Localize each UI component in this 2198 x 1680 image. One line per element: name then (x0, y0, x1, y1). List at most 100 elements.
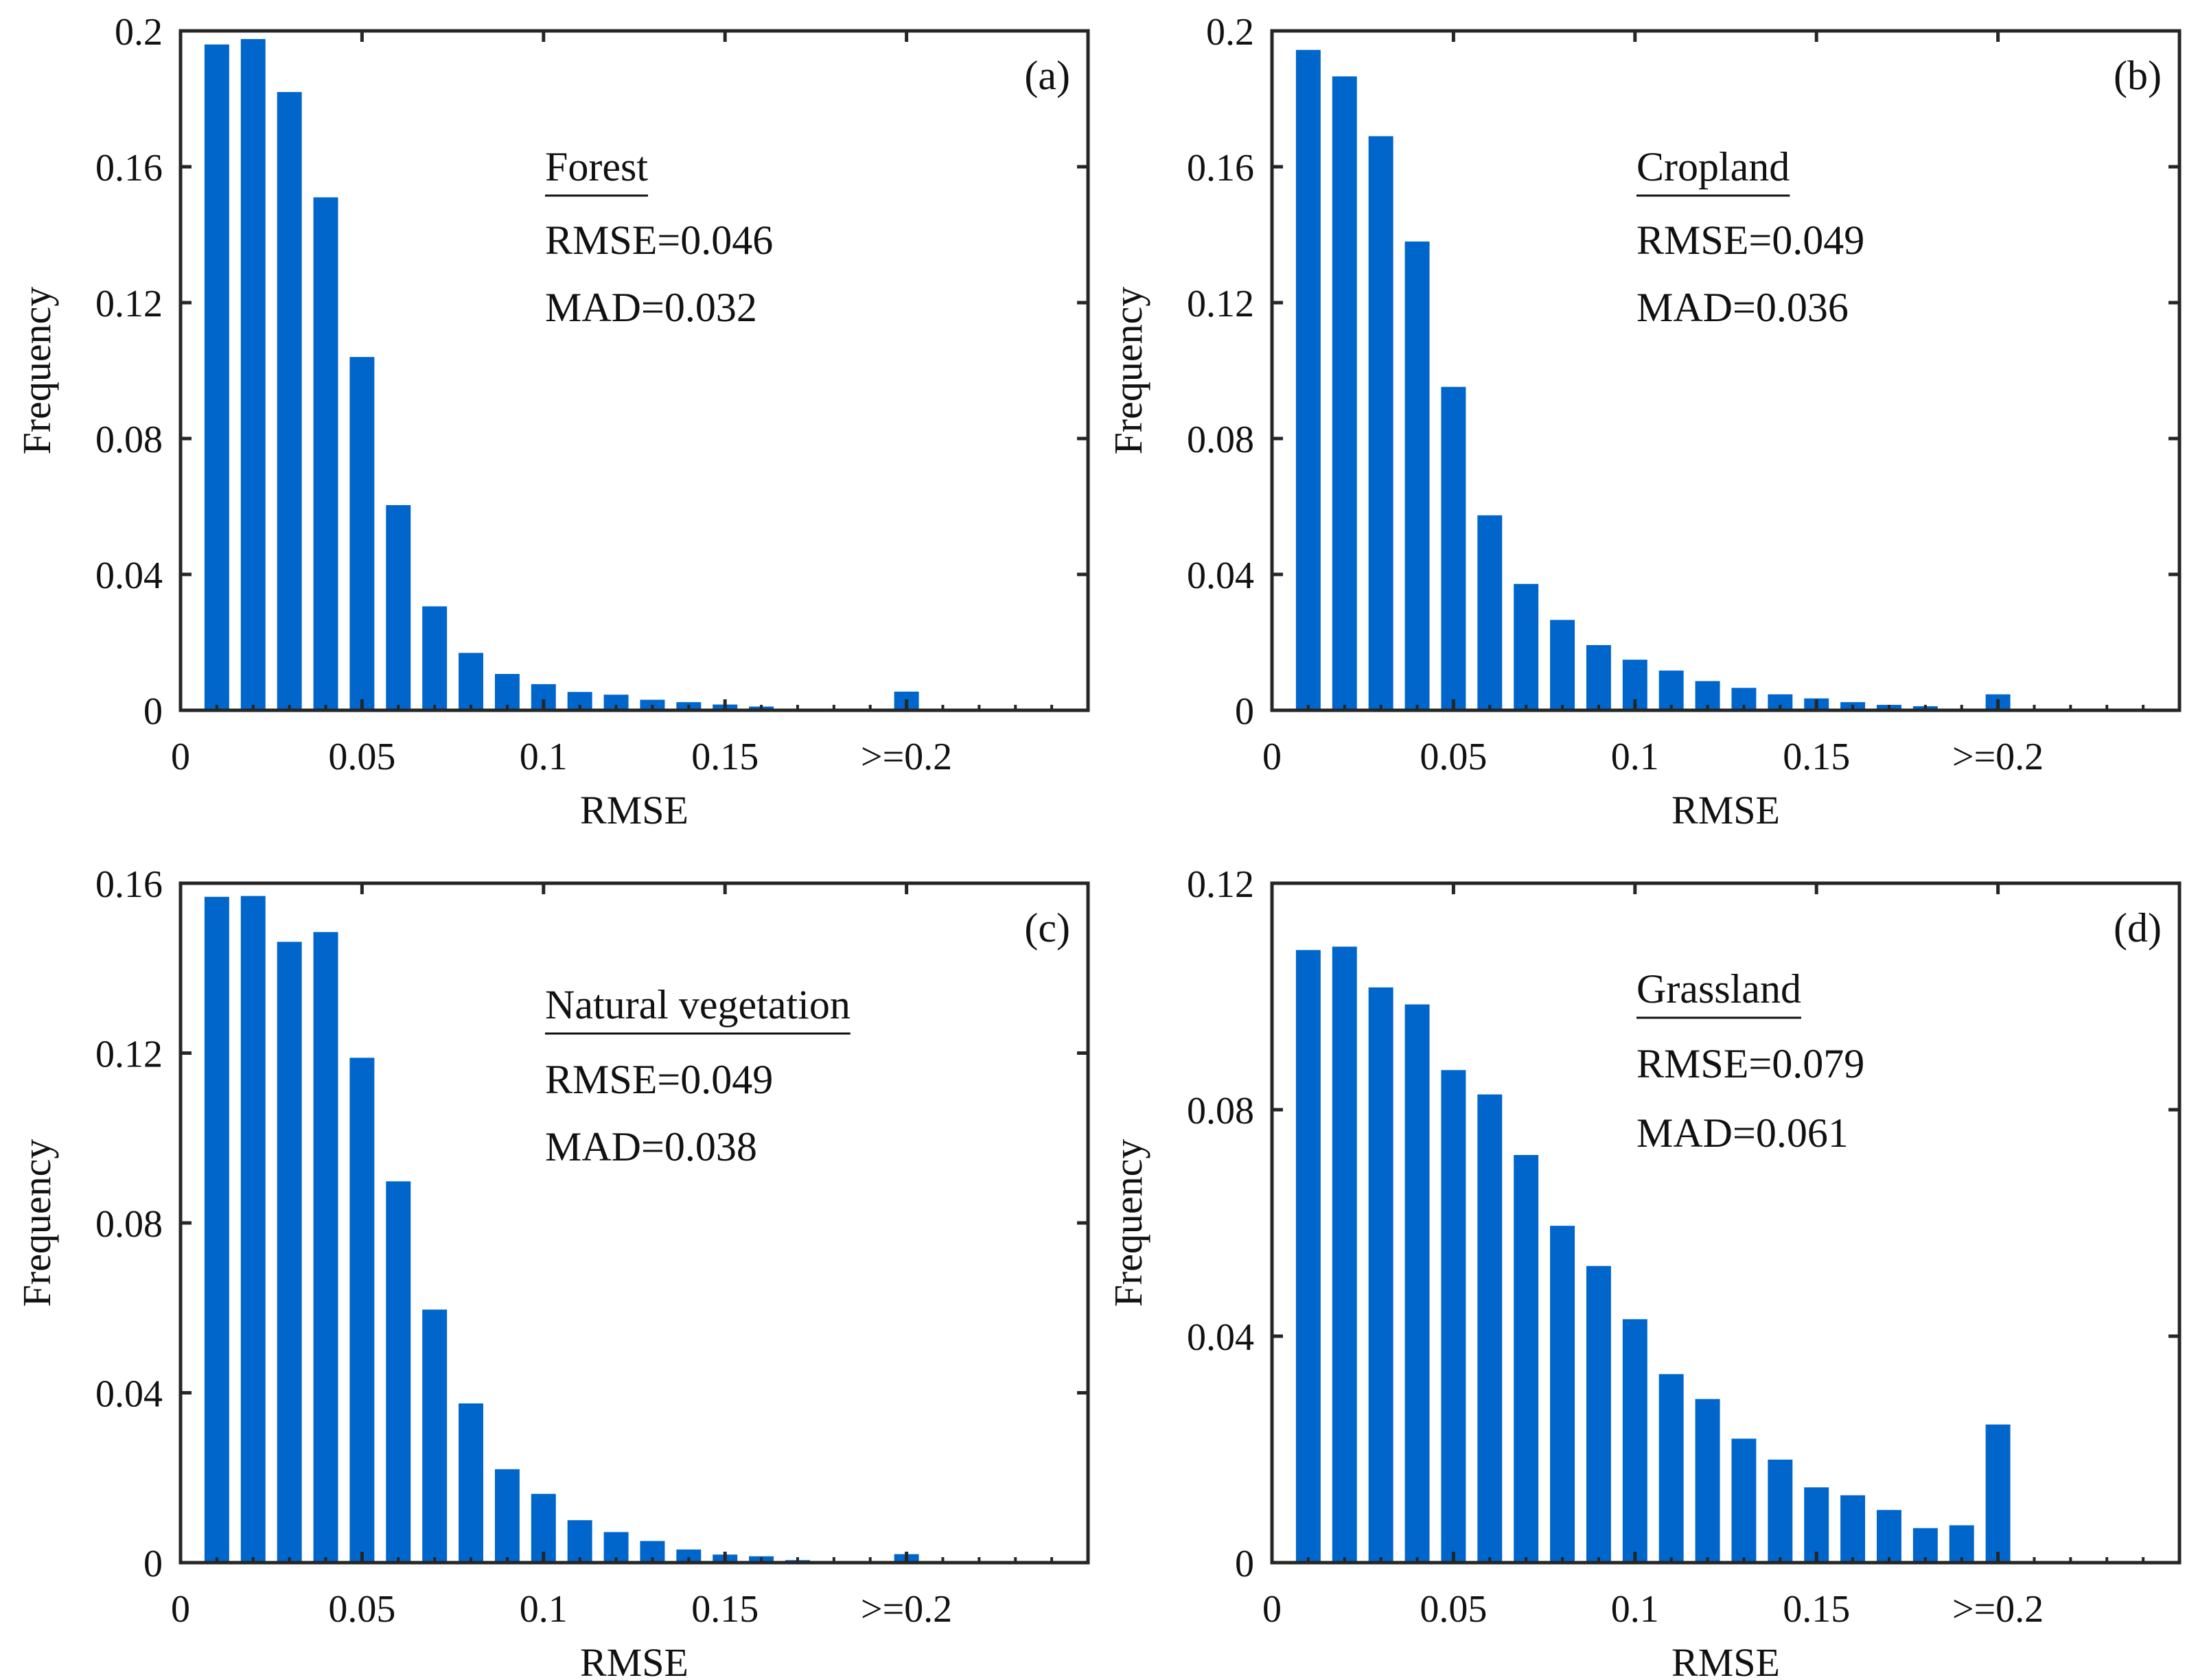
x-tick-label: 0.15 (1783, 736, 1850, 778)
y-tick-label: 0.04 (1187, 1316, 1254, 1359)
bar (1295, 950, 1321, 1563)
axes-box (1270, 881, 2182, 1565)
y-tick-label: 0.08 (95, 1203, 163, 1246)
bar (349, 357, 375, 710)
class-title: Natural vegetation (545, 982, 851, 1027)
panel-b: 0 0.05 0.1 0.15 >=0.2 0 0.04 0.08 0.12 0.16 0.2 RMS… (1106, 11, 2182, 832)
bar (1586, 644, 1611, 710)
bar (1368, 987, 1393, 1563)
bar (1368, 136, 1393, 710)
panel-label: (b) (2114, 53, 2162, 98)
mad-annotation: MAD=0.061 (1636, 1110, 1849, 1156)
x-tick-label: 0.05 (1420, 1588, 1487, 1631)
bar (386, 1181, 411, 1563)
bar (313, 197, 338, 710)
mad-annotation: MAD=0.036 (1636, 285, 1849, 330)
x-tick-label: >=0.2 (1952, 736, 2044, 778)
y-tick-label: 0.12 (1187, 283, 1254, 325)
bar (531, 1493, 556, 1563)
bar (1768, 694, 1793, 710)
bar (459, 1403, 484, 1563)
y-tick-label: 0.2 (1206, 11, 1254, 54)
bar (494, 674, 520, 710)
y-tick-label: 0.04 (95, 555, 163, 597)
bar (1586, 1265, 1611, 1563)
bar (1658, 670, 1684, 710)
bar (386, 505, 411, 710)
x-tick-label: 0.1 (1611, 1588, 1659, 1631)
panel-a: 0 0.05 0.1 0.15 >=0.2 0 0.04 0.08 0.12 0.16 0.2 RMS… (14, 11, 1090, 832)
x-axis-label: RMSE (580, 1640, 689, 1680)
rmse-annotation: RMSE=0.049 (1636, 218, 1864, 263)
y-axis-label: Frequency (14, 287, 59, 455)
y-axis-label: Frequency (1106, 287, 1150, 455)
y-tick-label: 0 (1235, 1543, 1254, 1585)
bar (240, 896, 266, 1563)
bar (349, 1058, 375, 1563)
bar (1514, 1155, 1539, 1563)
panel-c: 0 0.05 0.1 0.15 >=0.2 0 0.04 0.08 0.12 0.16 RMSE Fr… (14, 863, 1090, 1680)
panel-d: 0 0.05 0.1 0.15 >=0.2 0 0.04 0.08 0.12 RMSE Freque… (1106, 863, 2182, 1680)
y-tick-label: 0.16 (95, 147, 163, 189)
y-tick-label: 0.16 (95, 863, 163, 906)
x-tick-label: 0.15 (1783, 1588, 1850, 1631)
bar (494, 1469, 520, 1563)
x-tick-label: 0.15 (691, 736, 759, 778)
bar (422, 1309, 448, 1563)
bar (1840, 1495, 1866, 1563)
x-tick-label: 0.05 (328, 1588, 395, 1631)
bar (1404, 241, 1430, 710)
x-axis-label: RMSE (580, 788, 689, 832)
rmse-annotation: RMSE=0.046 (545, 218, 773, 263)
y-tick-label: 0.08 (1187, 1090, 1254, 1132)
bar (1441, 1070, 1466, 1563)
y-tick-label: 0.08 (95, 419, 163, 461)
bar (1876, 1510, 1901, 1563)
mad-annotation: MAD=0.032 (545, 285, 757, 330)
bar (277, 92, 302, 711)
bar (1332, 946, 1357, 1563)
bar (1404, 1004, 1430, 1563)
x-tick-label: >=0.2 (1952, 1588, 2044, 1631)
bar (204, 44, 229, 711)
class-title: Grassland (1636, 966, 1801, 1012)
y-tick-label: 0.2 (115, 11, 163, 54)
x-tick-label: 0.1 (1611, 736, 1659, 778)
x-tick-label: 0 (1262, 1588, 1282, 1631)
bar (1949, 1525, 1974, 1563)
axes-box (1270, 29, 2182, 712)
bar (422, 606, 448, 710)
x-tick-label: 0 (1262, 736, 1282, 778)
x-tick-label: 0.05 (328, 736, 395, 778)
x-tick-label: 0.1 (520, 736, 568, 778)
x-axis-label: RMSE (1671, 1640, 1780, 1680)
bar (1731, 1438, 1757, 1563)
bar (277, 942, 302, 1563)
panel-label: (c) (1024, 905, 1070, 950)
bar (1804, 1487, 1829, 1563)
bar (1695, 1399, 1720, 1563)
bar (459, 653, 484, 710)
y-tick-label: 0 (143, 1543, 163, 1585)
bar (1912, 1528, 1938, 1563)
x-tick-label: >=0.2 (861, 1588, 952, 1631)
x-tick-label: 0 (171, 736, 190, 778)
y-tick-label: 0.08 (1187, 419, 1254, 461)
bar (1658, 1374, 1684, 1563)
rmse-annotation: RMSE=0.079 (1636, 1041, 1864, 1086)
bar (204, 896, 229, 1563)
x-axis-label: RMSE (1671, 788, 1780, 832)
x-tick-label: 0 (171, 1588, 190, 1631)
bar (1477, 1094, 1503, 1563)
bar (603, 695, 629, 710)
y-tick-label: 0.04 (1187, 555, 1254, 597)
y-axis-label: Frequency (14, 1139, 59, 1307)
rmse-annotation: RMSE=0.049 (545, 1057, 773, 1102)
bar (1295, 49, 1321, 711)
bar (676, 1549, 702, 1563)
x-tick-label: 0.05 (1420, 736, 1487, 778)
bar (240, 38, 266, 710)
y-tick-label: 0.12 (1187, 863, 1254, 906)
y-tick-label: 0 (143, 690, 163, 733)
